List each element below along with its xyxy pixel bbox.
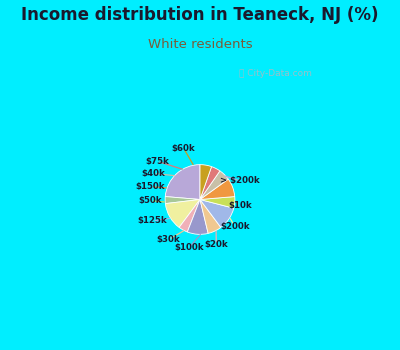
Text: > $200k: > $200k	[220, 176, 260, 186]
Text: $40k: $40k	[142, 169, 166, 178]
Wedge shape	[187, 199, 208, 234]
Wedge shape	[165, 199, 200, 228]
Text: $100k: $100k	[174, 243, 204, 252]
Text: Income distribution in Teaneck, NJ (%): Income distribution in Teaneck, NJ (%)	[21, 6, 379, 24]
Wedge shape	[200, 197, 235, 208]
Wedge shape	[165, 197, 200, 204]
Text: $50k: $50k	[139, 196, 162, 205]
Text: White residents: White residents	[148, 38, 252, 51]
Text: $30k: $30k	[157, 235, 180, 244]
Text: $200k: $200k	[220, 222, 250, 231]
Text: $125k: $125k	[138, 217, 167, 225]
Wedge shape	[165, 164, 200, 200]
Text: $75k: $75k	[145, 157, 169, 166]
Wedge shape	[179, 199, 200, 232]
Text: $60k: $60k	[172, 144, 196, 153]
Text: $20k: $20k	[204, 240, 228, 249]
Wedge shape	[200, 164, 212, 200]
Text: Ⓜ City-Data.com: Ⓜ City-Data.com	[239, 69, 312, 78]
Wedge shape	[200, 171, 228, 199]
Wedge shape	[200, 179, 235, 200]
Text: $10k: $10k	[228, 201, 252, 210]
Wedge shape	[200, 199, 221, 233]
Text: $150k: $150k	[136, 182, 166, 191]
Wedge shape	[200, 199, 234, 228]
Wedge shape	[200, 167, 220, 200]
